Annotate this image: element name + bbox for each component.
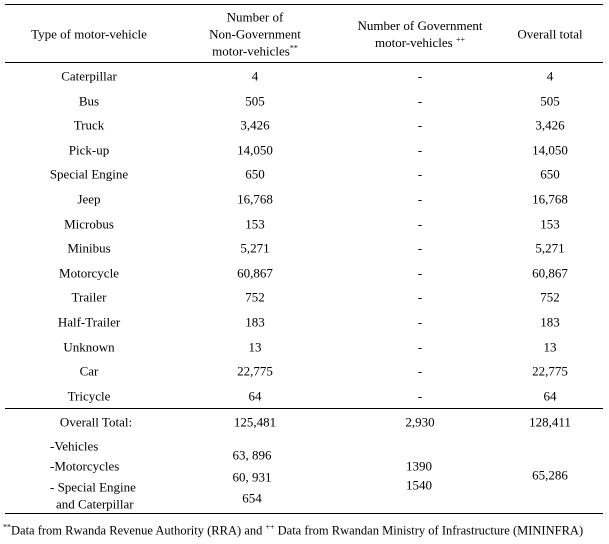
breakdown-label: -Vehicles <box>50 438 99 454</box>
header-type: Type of motor-vehicle <box>31 26 147 42</box>
cell-gov: - <box>417 93 423 109</box>
cell-gov: - <box>417 289 423 305</box>
breakdown-label: -Motorcycles <box>50 458 120 474</box>
cell-nongov: 22,775 <box>237 363 273 379</box>
breakdown-label: - Special Engine <box>50 479 136 495</box>
cell-gov: - <box>417 191 423 207</box>
cell-total: 14,050 <box>532 142 568 158</box>
cell-type: Bus <box>78 93 100 109</box>
cell-nongov: 183 <box>245 314 265 330</box>
footnote-mark: ** <box>289 43 298 53</box>
total-rule <box>5 408 603 409</box>
cell-gov: - <box>417 339 423 355</box>
header-line: motor-vehicles <box>374 35 453 50</box>
overall-label: Overall Total: <box>59 414 133 430</box>
header-total: Overall total <box>517 26 583 42</box>
cell-gov: - <box>417 68 423 84</box>
cell-total: 64 <box>543 388 557 404</box>
cell-type: Tricycle <box>67 388 111 404</box>
cell-nongov: 505 <box>245 93 265 109</box>
cell-gov: - <box>417 216 423 232</box>
cell-total: 752 <box>540 289 560 305</box>
bottom-rule <box>5 513 603 514</box>
cell-type: Microbus <box>64 216 114 232</box>
breakdown-nongov: 63, 896 <box>232 447 272 463</box>
cell-type: Half-Trailer <box>57 314 121 330</box>
cell-total: 153 <box>540 216 560 232</box>
header-line: Number of Government <box>357 18 483 33</box>
overall-total: 128,411 <box>529 414 571 430</box>
header-gov: Number of Government motor-vehicles ++ <box>358 17 483 51</box>
cell-type: Unknown <box>63 339 115 355</box>
overall-nongov: 125,481 <box>233 414 277 430</box>
header-line: motor-vehicles <box>212 43 290 59</box>
cell-type: Special Engine <box>49 166 129 182</box>
cell-type: Caterpillar <box>61 68 117 84</box>
overall-gov: 2,930 <box>405 414 435 430</box>
cell-gov: - <box>417 117 423 133</box>
cell-gov: - <box>417 240 423 256</box>
cell-gov: - <box>417 166 423 182</box>
header-line: Number of <box>226 9 284 25</box>
cell-nongov: 14,050 <box>237 142 273 158</box>
breakdown-gov: 1540 <box>406 477 432 493</box>
cell-gov: - <box>417 142 423 158</box>
breakdown-gov: 1390 <box>406 458 432 474</box>
top-rule <box>5 4 603 5</box>
header-nongov: Number of Non-Government motor-vehicles*… <box>209 9 301 60</box>
cell-nongov: 752 <box>245 289 265 305</box>
cell-total: 13 <box>543 339 557 355</box>
cell-type: Trailer <box>71 289 107 305</box>
cell-type: Pick-up <box>68 142 110 158</box>
cell-nongov: 4 <box>251 68 259 84</box>
cell-gov: - <box>417 388 423 404</box>
breakdown-nongov: 60, 931 <box>232 469 272 485</box>
cell-type: Jeep <box>77 191 101 207</box>
breakdown-label: and Caterpillar <box>56 496 134 512</box>
cell-total: 5,271 <box>535 240 565 256</box>
cell-total: 650 <box>540 166 560 182</box>
cell-nongov: 13 <box>248 339 262 355</box>
cell-total: 3,426 <box>535 117 565 133</box>
breakdown-total: 65,286 <box>532 467 568 483</box>
cell-total: 22,775 <box>532 363 568 379</box>
breakdown-nongov: 654 <box>242 490 262 506</box>
cell-gov: - <box>417 363 423 379</box>
header-rule <box>5 62 603 63</box>
cell-nongov: 60,867 <box>237 265 273 281</box>
cell-nongov: 650 <box>245 166 265 182</box>
cell-nongov: 3,426 <box>240 117 270 133</box>
cell-total: 16,768 <box>532 191 568 207</box>
cell-type: Minibus <box>67 240 111 256</box>
cell-type: Truck <box>73 117 105 133</box>
cell-gov: - <box>417 265 423 281</box>
cell-total: 60,867 <box>532 265 568 281</box>
header-line: Non-Government <box>209 26 301 42</box>
footnote-text: Data from Rwandan Ministry of Infrastruc… <box>274 523 584 538</box>
cell-nongov: 153 <box>245 216 265 232</box>
footnote-mark: ++ <box>455 35 465 44</box>
footnote: **Data from Rwanda Revenue Authority (RR… <box>3 522 583 541</box>
footnote-mark: ** <box>3 522 11 532</box>
footnote-text: Data from Rwanda Revenue Authority (RRA)… <box>11 523 266 538</box>
cell-nongov: 16,768 <box>237 191 273 207</box>
cell-gov: - <box>417 314 423 330</box>
cell-type: Car <box>79 363 99 379</box>
cell-nongov: 5,271 <box>240 240 270 256</box>
footnote-mark: ++ <box>265 522 275 532</box>
cell-total: 505 <box>540 93 560 109</box>
cell-type: Motorcycle <box>59 265 119 281</box>
cell-total: 4 <box>546 68 554 84</box>
cell-total: 183 <box>540 314 560 330</box>
cell-nongov: 64 <box>248 388 262 404</box>
